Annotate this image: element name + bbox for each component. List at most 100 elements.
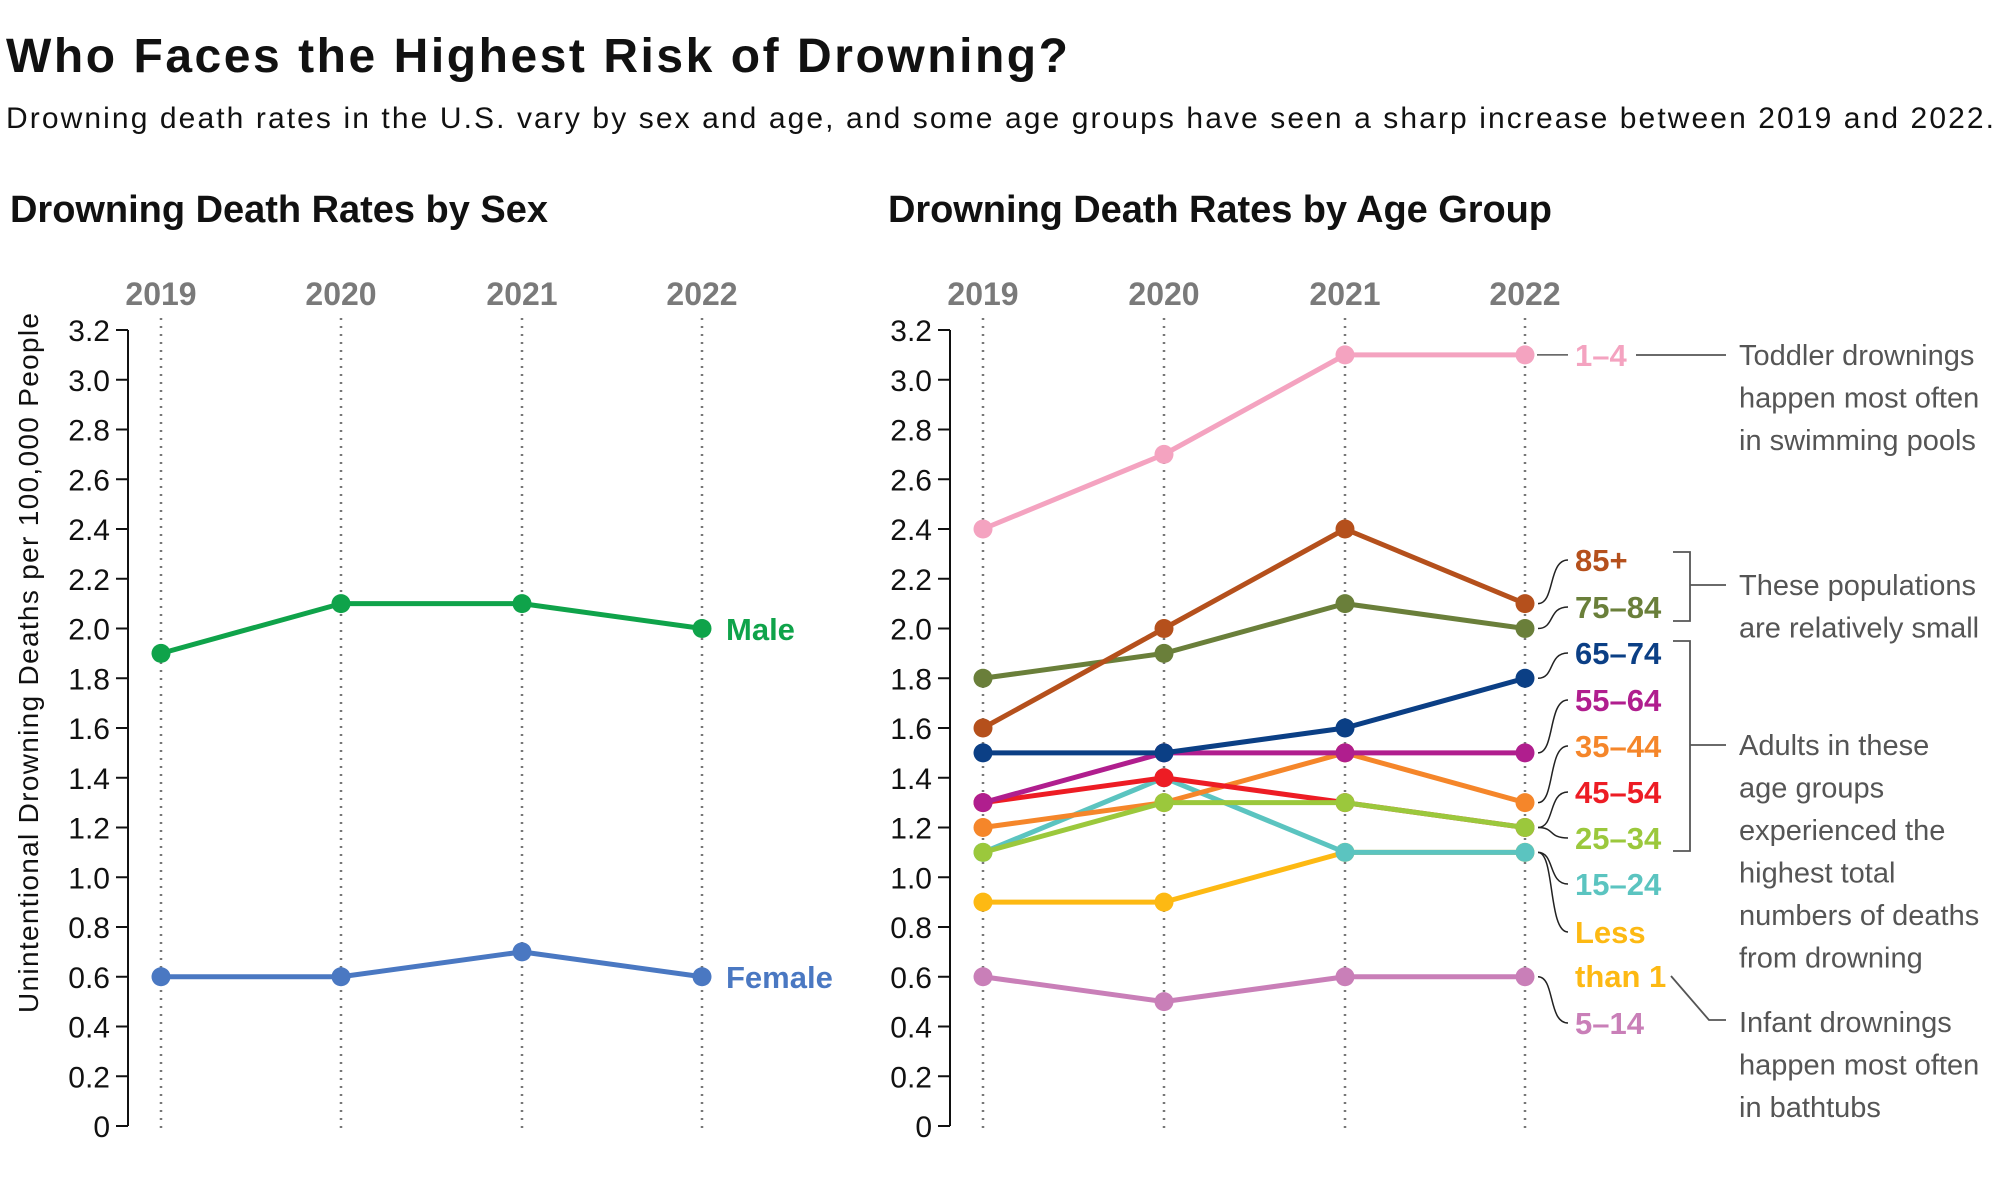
y-tick-label: 1.2 — [68, 813, 110, 846]
y-tick-label: 2.6 — [890, 464, 932, 497]
page-title: Who Faces the Highest Risk of Drowning? — [6, 30, 1068, 83]
data-point — [1154, 743, 1174, 763]
data-point — [1154, 992, 1174, 1012]
series-25-34 — [973, 793, 1535, 862]
data-point — [1515, 668, 1535, 688]
series-label: 1–4 — [1575, 338, 1627, 373]
series-65-74 — [973, 668, 1535, 763]
x-tick-label: 2022 — [1489, 276, 1560, 312]
y-tick-label: 1.2 — [890, 813, 932, 846]
data-point — [1335, 793, 1355, 813]
series-female — [151, 942, 712, 987]
annotation-text: Infant drownings — [1739, 1007, 1952, 1039]
series-75-84 — [973, 594, 1535, 688]
series-label: 25–34 — [1575, 821, 1662, 856]
x-tick-label: 2020 — [1128, 276, 1199, 312]
series-1-4 — [973, 345, 1535, 539]
data-point — [1335, 519, 1355, 539]
series-line — [982, 750, 1526, 830]
y-tick-label: 0.2 — [890, 1061, 932, 1094]
series-male — [151, 594, 712, 663]
data-point — [1515, 619, 1535, 638]
x-tick-label: 2019 — [947, 276, 1018, 312]
chart-title-age: Drowning Death Rates by Age Group — [888, 189, 1552, 231]
data-point — [1154, 444, 1174, 464]
y-tick-label: 2.8 — [68, 415, 110, 448]
data-point — [973, 743, 993, 763]
bracket — [1673, 640, 1726, 852]
series-label: Less — [1575, 915, 1646, 950]
y-tick-label: 2.4 — [68, 514, 110, 547]
series-line — [161, 949, 703, 980]
data-point — [692, 967, 712, 987]
data-point — [1154, 643, 1174, 663]
data-point — [1515, 793, 1535, 813]
bracket — [1673, 551, 1726, 622]
y-tick-label: 3.0 — [68, 365, 110, 398]
data-point — [1335, 345, 1355, 365]
data-point — [1154, 892, 1174, 912]
data-point — [512, 594, 532, 614]
data-point — [973, 842, 993, 862]
annotation-text: Toddler drownings — [1739, 340, 1974, 372]
data-point — [973, 818, 993, 837]
data-point — [331, 594, 351, 614]
data-point — [1515, 967, 1535, 987]
data-point — [1515, 743, 1535, 763]
data-point — [1515, 842, 1535, 862]
x-tick-label: 2022 — [666, 276, 737, 312]
y-tick-label: 0 — [93, 1111, 110, 1144]
series-line — [983, 849, 1525, 905]
y-tick-label: 0.4 — [890, 1012, 932, 1045]
leader-line — [1537, 791, 1569, 829]
y-tick-label: 1.0 — [890, 862, 932, 895]
series-line — [982, 750, 1525, 806]
series-label: 75–84 — [1575, 590, 1662, 625]
x-tick-label: 2021 — [486, 276, 557, 312]
data-point — [1335, 967, 1355, 987]
page-subtitle: Drowning death rates in the U.S. vary by… — [6, 102, 1994, 135]
x-tick-label: 2020 — [305, 276, 376, 312]
series-line — [982, 800, 1526, 855]
series-label: Female — [726, 960, 833, 995]
y-tick-label: 3.2 — [890, 315, 932, 348]
annotation-connector — [1670, 975, 1726, 1021]
annotation-text: happen most often — [1739, 1050, 1979, 1082]
y-tick-label: 1.8 — [68, 663, 110, 696]
annotation-text: experienced the — [1739, 815, 1945, 847]
series-5-14 — [973, 967, 1535, 1012]
series-label: 15–24 — [1575, 867, 1662, 902]
data-point — [973, 668, 993, 688]
data-point — [973, 793, 993, 813]
annotations: Toddler drownings happen most often in swi… — [1636, 340, 1979, 1124]
data-point — [1335, 594, 1355, 614]
data-point — [973, 967, 993, 987]
annotation-text: in bathtubs — [1739, 1092, 1881, 1124]
data-point — [1154, 619, 1174, 638]
annotation-text: in swimming pools — [1739, 425, 1976, 457]
y-tick-label: 1.6 — [68, 713, 110, 746]
y-tick-label: 3.0 — [890, 365, 932, 398]
series-label: Male — [726, 612, 795, 647]
annotation-text: happen most often — [1739, 383, 1979, 415]
data-point — [1154, 768, 1174, 788]
annotation-text: numbers of deaths — [1739, 900, 1979, 932]
y-tick-label: 0.8 — [890, 912, 932, 945]
series-line — [982, 974, 1525, 1005]
data-point — [973, 519, 993, 539]
series-85- — [973, 519, 1535, 738]
y-tick-label: 0.4 — [68, 1012, 110, 1045]
data-point — [1335, 743, 1355, 763]
series-label: 45–54 — [1575, 775, 1662, 810]
y-tick-label: 0.6 — [68, 962, 110, 995]
y-tick-label: 0.2 — [68, 1061, 110, 1094]
series-label: 55–64 — [1575, 683, 1662, 718]
y-tick-label: 2.8 — [890, 415, 932, 448]
y-axis-label: Unintentional Drowning Deaths per 100,00… — [13, 313, 44, 1013]
annotation-text: These populations — [1739, 570, 1976, 602]
series-line — [982, 352, 1525, 532]
y-tick-label: 1.4 — [68, 763, 110, 796]
y-tick-label: 2.2 — [68, 564, 110, 597]
data-point — [1154, 793, 1174, 813]
